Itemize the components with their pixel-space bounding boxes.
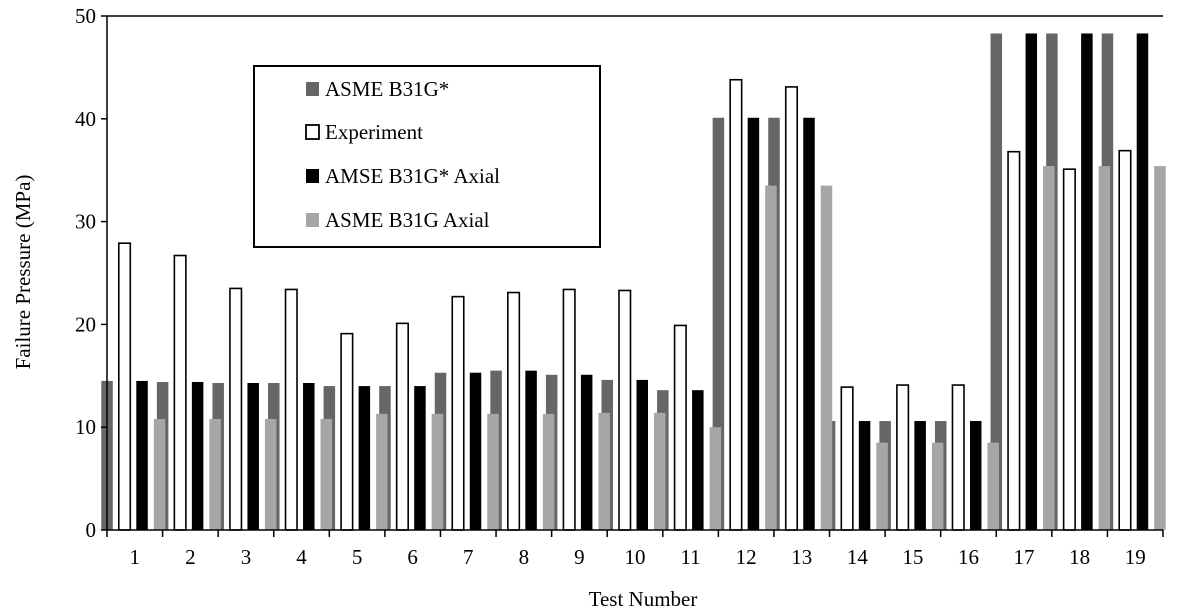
x-tick-label: 4 [296,545,307,569]
bar-asme-b31g-axial-19 [1154,166,1166,530]
x-tick-label: 14 [847,545,869,569]
bar-experiment-15 [896,384,910,531]
y-tick-label: 10 [75,415,96,439]
bar-experiment-18 [1062,168,1076,531]
y-tick-label: 20 [75,312,96,336]
bar-experiment-6 [395,322,409,531]
x-tick-label: 19 [1125,545,1146,569]
legend-label-amse-b31g-axial: AMSE B31G* Axial [325,164,500,188]
x-tick-label: 17 [1014,545,1035,569]
bar-amse-b31g-axial-11 [692,390,704,530]
bar-experiment-13 [784,86,799,531]
x-tick-label: 3 [241,545,252,569]
bar-amse-b31g-axial-16 [969,421,982,530]
bar-asme-b31g-axial-12 [765,185,777,530]
bar-amse-b31g-axial-13 [803,117,815,531]
legend-swatch-asme-b31g [306,82,319,96]
bar-experiment-11 [673,324,687,531]
x-tick-label: 8 [519,545,530,569]
bar-amse-b31g-axial-9 [580,374,593,530]
legend-swatch-asme-b31g-axial [306,213,319,227]
bar-amse-b31g-axial-15 [914,421,926,530]
legend: ASME B31G* Experiment AMSE B31G* Axial ASME… [253,65,601,248]
bar-amse-b31g-axial-2 [191,381,204,530]
bar-asme-b31g-axial-4 [320,418,333,530]
bar-asme-b31g-axial-5 [376,413,388,530]
y-tick-label: 50 [75,4,96,28]
bar-amse-b31g-axial-4 [303,383,315,530]
x-tick-label: 5 [352,545,363,569]
bar-asme-b31g-12 [712,117,725,531]
legend-swatch-experiment [305,124,320,140]
x-tick-label: 12 [736,545,757,569]
x-tick-label: 13 [791,545,812,569]
x-tick-label: 18 [1069,545,1090,569]
bar-asme-b31g-axial-1 [153,418,166,530]
bar-experiment-17 [1007,150,1021,531]
bar-experiment-3 [229,287,243,531]
bar-amse-b31g-axial-3 [247,383,259,530]
bar-amse-b31g-axial-6 [414,386,426,530]
y-tick-label: 30 [75,210,96,234]
bar-experiment-4 [284,288,298,531]
bar-asme-b31g-axial-10 [654,412,666,530]
bar-asme-b31g-17 [990,33,1003,530]
legend-swatch-amse-b31g-axial [306,169,319,183]
bar-asme-b31g-axial-17 [1043,166,1055,530]
bar-asme-b31g-axial-9 [598,412,610,530]
bar-experiment-7 [451,295,465,531]
bar-amse-b31g-axial-8 [525,370,537,530]
x-tick-label: 10 [625,545,646,569]
bar-experiment-16 [951,384,965,531]
bar-asme-b31g-axial-7 [487,413,499,530]
bar-experiment-19 [1118,149,1132,531]
bar-asme-b31g-axial-3 [264,418,277,530]
bar-asme-b31g-axial-2 [209,418,221,530]
bar-asme-b31g-axial-14 [876,442,888,530]
bar-amse-b31g-axial-10 [636,379,648,530]
bar-asme-b31g-axial-8 [542,413,555,530]
bar-amse-b31g-axial-18 [1081,33,1093,530]
x-tick-label: 16 [958,545,979,569]
bar-amse-b31g-axial-19 [1136,33,1149,530]
bar-experiment-2 [173,254,187,531]
y-axis-title: Failure Pressure (MPa) [11,175,35,370]
legend-label-asme-b31g-axial: ASME B31G Axial [325,208,490,232]
bar-amse-b31g-axial-14 [858,421,871,530]
bar-asme-b31g-axial-13 [820,185,833,530]
legend-label-experiment: Experiment [325,120,423,144]
bar-experiment-9 [562,288,576,531]
bar-amse-b31g-axial-5 [358,386,371,530]
bar-asme-b31g-axial-6 [431,413,444,530]
bar-experiment-8 [507,291,521,531]
bar-asme-b31g-axial-11 [709,427,722,530]
x-tick-label: 11 [680,545,700,569]
bar-amse-b31g-axial-17 [1025,33,1038,530]
x-axis-title: Test Number [589,587,698,611]
bar-experiment-14 [840,386,854,531]
bar-asme-b31g-axial-15 [931,442,944,530]
bar-asme-b31g-axial-18 [1098,166,1111,530]
x-tick-label: 2 [185,545,196,569]
bar-experiment-12 [729,78,743,531]
bar-amse-b31g-axial-12 [747,117,760,531]
x-tick-label: 7 [463,545,474,569]
y-tick-label: 40 [75,107,96,131]
x-tick-label: 15 [902,545,923,569]
bar-experiment-1 [117,242,132,531]
x-tick-label: 6 [407,545,418,569]
bar-asme-b31g-axial-16 [987,442,999,530]
x-tick-label: 1 [130,545,141,569]
bar-experiment-5 [340,332,354,531]
bar-amse-b31g-axial-7 [469,372,482,530]
bar-experiment-10 [618,289,632,531]
legend-label-asme-b31g: ASME B31G* [325,77,449,101]
y-tick-label: 0 [86,518,97,542]
bar-amse-b31g-axial-1 [136,380,148,530]
x-tick-label: 9 [574,545,585,569]
